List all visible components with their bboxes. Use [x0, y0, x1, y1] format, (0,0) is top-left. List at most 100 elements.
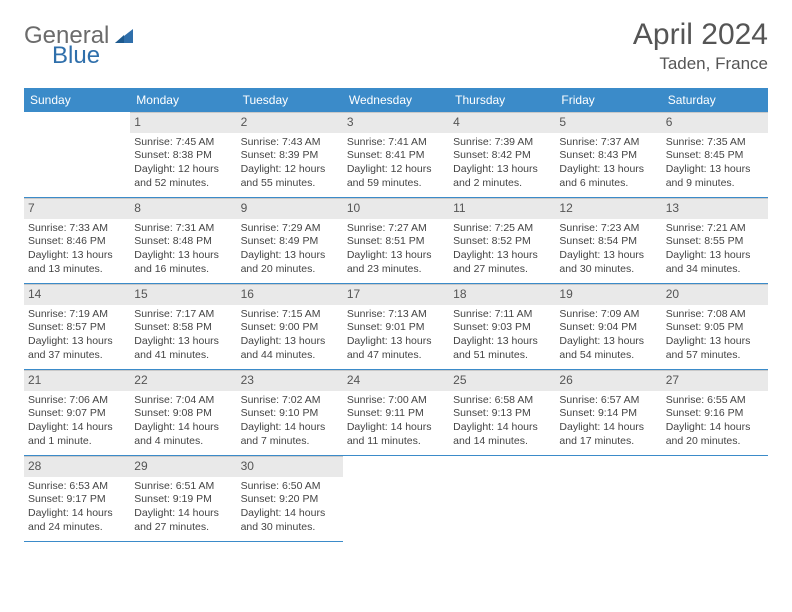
daylight-line: Daylight: 13 hours and 54 minutes. [559, 335, 657, 362]
empty-cell [449, 456, 555, 542]
sunrise-line: Sunrise: 6:55 AM [666, 394, 764, 408]
daylight-line: Daylight: 13 hours and 2 minutes. [453, 163, 551, 190]
sunset-line: Sunset: 8:57 PM [28, 321, 126, 335]
daylight-line: Daylight: 13 hours and 47 minutes. [347, 335, 445, 362]
day-number: 22 [130, 371, 236, 391]
sunset-line: Sunset: 9:05 PM [666, 321, 764, 335]
day-number: 12 [555, 199, 661, 219]
sunset-line: Sunset: 8:48 PM [134, 235, 232, 249]
sunrise-line: Sunrise: 7:09 AM [559, 308, 657, 322]
sunset-line: Sunset: 8:54 PM [559, 235, 657, 249]
sunset-line: Sunset: 8:41 PM [347, 149, 445, 163]
day-number: 10 [343, 199, 449, 219]
daylight-line: Daylight: 14 hours and 20 minutes. [666, 421, 764, 448]
sunrise-line: Sunrise: 7:35 AM [666, 136, 764, 150]
empty-cell [24, 112, 130, 198]
day-number: 4 [449, 113, 555, 133]
daylight-line: Daylight: 12 hours and 52 minutes. [134, 163, 232, 190]
daylight-line: Daylight: 13 hours and 41 minutes. [134, 335, 232, 362]
day-cell: 24Sunrise: 7:00 AMSunset: 9:11 PMDayligh… [343, 370, 449, 456]
day-number: 28 [24, 457, 130, 477]
day-cell: 23Sunrise: 7:02 AMSunset: 9:10 PMDayligh… [237, 370, 343, 456]
day-cell: 17Sunrise: 7:13 AMSunset: 9:01 PMDayligh… [343, 284, 449, 370]
sunset-line: Sunset: 9:03 PM [453, 321, 551, 335]
sunrise-line: Sunrise: 7:29 AM [241, 222, 339, 236]
day-cell: 2Sunrise: 7:43 AMSunset: 8:39 PMDaylight… [237, 112, 343, 198]
sunset-line: Sunset: 9:08 PM [134, 407, 232, 421]
daylight-line: Daylight: 14 hours and 14 minutes. [453, 421, 551, 448]
sunset-line: Sunset: 8:45 PM [666, 149, 764, 163]
day-number: 15 [130, 285, 236, 305]
day-number: 19 [555, 285, 661, 305]
logo-text-blue: Blue [52, 42, 100, 69]
sunset-line: Sunset: 9:10 PM [241, 407, 339, 421]
sunrise-line: Sunrise: 7:31 AM [134, 222, 232, 236]
day-cell: 21 Sunrise: 7:06 AMSunset: 9:07 PMDayligh… [24, 370, 130, 456]
day-cell: 7Sunrise: 7:33 AMSunset: 8:46 PMDaylight… [24, 198, 130, 284]
sunset-line: Sunset: 9:14 PM [559, 407, 657, 421]
sunrise-line: Sunrise: 7:33 AM [28, 222, 126, 236]
day-cell: 13Sunrise: 7:21 AMSunset: 8:55 PMDayligh… [662, 198, 768, 284]
empty-cell [343, 456, 449, 542]
sunset-line: Sunset: 8:43 PM [559, 149, 657, 163]
month-title: April 2024 [633, 18, 768, 52]
sunrise-line: Sunrise: 7:06 AM [28, 394, 126, 408]
sunset-line: Sunset: 8:58 PM [134, 321, 232, 335]
day-number: 30 [237, 457, 343, 477]
day-cell: 26Sunrise: 6:57 AMSunset: 9:14 PMDayligh… [555, 370, 661, 456]
daylight-line: Daylight: 13 hours and 37 minutes. [28, 335, 126, 362]
daylight-line: Daylight: 14 hours and 1 minute. [28, 421, 126, 448]
day-number: 25 [449, 371, 555, 391]
day-number: 21 [24, 371, 130, 391]
day-cell: 11Sunrise: 7:25 AMSunset: 8:52 PMDayligh… [449, 198, 555, 284]
day-number: 17 [343, 285, 449, 305]
sunrise-line: Sunrise: 7:15 AM [241, 308, 339, 322]
daylight-line: Daylight: 12 hours and 59 minutes. [347, 163, 445, 190]
day-cell: 12Sunrise: 7:23 AMSunset: 8:54 PMDayligh… [555, 198, 661, 284]
daylight-line: Daylight: 13 hours and 13 minutes. [28, 249, 126, 276]
sunset-line: Sunset: 8:55 PM [666, 235, 764, 249]
sunset-line: Sunset: 9:00 PM [241, 321, 339, 335]
day-cell: 28Sunrise: 6:53 AMSunset: 9:17 PMDayligh… [24, 456, 130, 542]
day-cell: 30Sunrise: 6:50 AMSunset: 9:20 PMDayligh… [237, 456, 343, 542]
sunrise-line: Sunrise: 7:02 AM [241, 394, 339, 408]
sunrise-line: Sunrise: 7:17 AM [134, 308, 232, 322]
day-number: 8 [130, 199, 236, 219]
day-number: 1 [130, 113, 236, 133]
day-number: 29 [130, 457, 236, 477]
sunset-line: Sunset: 9:20 PM [241, 493, 339, 507]
sunset-line: Sunset: 8:39 PM [241, 149, 339, 163]
day-cell: 25Sunrise: 6:58 AMSunset: 9:13 PMDayligh… [449, 370, 555, 456]
day-number: 18 [449, 285, 555, 305]
sunrise-line: Sunrise: 6:57 AM [559, 394, 657, 408]
empty-cell [555, 456, 661, 542]
sunrise-line: Sunrise: 7:27 AM [347, 222, 445, 236]
day-cell: 4Sunrise: 7:39 AMSunset: 8:42 PMDaylight… [449, 112, 555, 198]
header: General April 2024 Taden, France [24, 18, 768, 74]
sunset-line: Sunset: 9:13 PM [453, 407, 551, 421]
sunset-line: Sunset: 9:11 PM [347, 407, 445, 421]
title-block: April 2024 Taden, France [633, 18, 768, 74]
day-number: 11 [449, 199, 555, 219]
sunrise-line: Sunrise: 7:21 AM [666, 222, 764, 236]
day-header-tuesday: Tuesday [237, 88, 343, 112]
day-cell: 15 Sunrise: 7:17 AMSunset: 8:58 PMDayligh… [130, 284, 236, 370]
day-number: 5 [555, 113, 661, 133]
day-header-thursday: Thursday [449, 88, 555, 112]
day-number: 2 [237, 113, 343, 133]
sunrise-line: Sunrise: 7:25 AM [453, 222, 551, 236]
daylight-line: Daylight: 13 hours and 44 minutes. [241, 335, 339, 362]
day-cell: 18Sunrise: 7:11 AMSunset: 9:03 PMDayligh… [449, 284, 555, 370]
sunset-line: Sunset: 9:19 PM [134, 493, 232, 507]
daylight-line: Daylight: 13 hours and 9 minutes. [666, 163, 764, 190]
day-cell: 20Sunrise: 7:08 AMSunset: 9:05 PMDayligh… [662, 284, 768, 370]
logo-line2: Blue [24, 42, 100, 70]
calendar-grid: SundayMondayTuesdayWednesdayThursdayFrid… [24, 88, 768, 542]
sunrise-line: Sunrise: 7:45 AM [134, 136, 232, 150]
daylight-line: Daylight: 14 hours and 27 minutes. [134, 507, 232, 534]
day-header-sunday: Sunday [24, 88, 130, 112]
sunrise-line: Sunrise: 7:11 AM [453, 308, 551, 322]
sunset-line: Sunset: 9:07 PM [28, 407, 126, 421]
day-number: 9 [237, 199, 343, 219]
day-cell: 29Sunrise: 6:51 AMSunset: 9:19 PMDayligh… [130, 456, 236, 542]
